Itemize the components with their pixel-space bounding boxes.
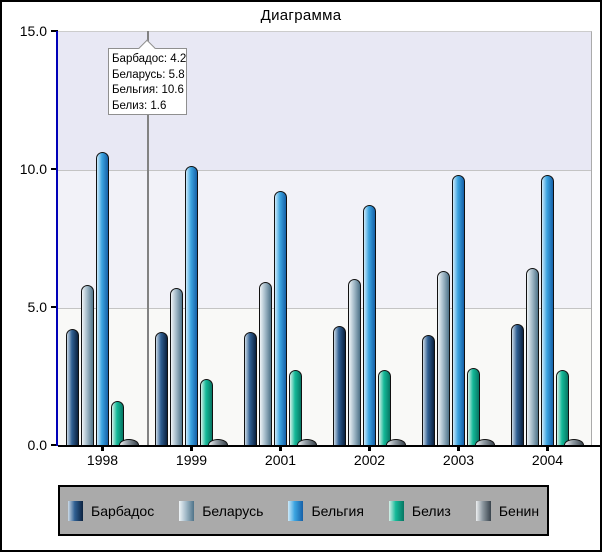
x-axis-tick (368, 445, 371, 451)
bar-Белиз-1998[interactable] (111, 401, 124, 445)
legend-swatch-icon (288, 500, 304, 521)
tooltip-line: Беларусь: 5.8 (112, 68, 185, 81)
x-axis-tick-label: 1999 (175, 452, 208, 468)
legend-label: Бенин (498, 502, 540, 519)
y-axis-line (56, 31, 58, 446)
bar-Бельгия-1999[interactable] (185, 166, 198, 445)
y-axis-tick (51, 30, 58, 32)
x-axis-tick-label: 2003 (442, 452, 475, 468)
y-axis-tick (51, 168, 58, 170)
bar-Белиз-1999[interactable] (200, 379, 213, 445)
chart-title: Диаграмма (260, 7, 342, 24)
y-axis-tick-label: 5.0 (27, 299, 47, 315)
legend-swatch-icon (179, 500, 195, 521)
bar-Барбадос-2004[interactable] (511, 324, 524, 445)
bar-Белиз-2001[interactable] (289, 370, 302, 445)
bar-Барбадос-2003[interactable] (422, 335, 435, 445)
legend-swatch-icon (475, 500, 491, 521)
legend-swatch-icon (388, 500, 404, 521)
plot-area (58, 31, 592, 446)
legend-entry-Белиз: Белиз (388, 500, 451, 521)
legend: Барбадос Беларусь Бельгия Белиз Бенин (58, 485, 549, 536)
bar-Беларусь-1999[interactable] (170, 288, 183, 445)
x-axis-tick-label: 2001 (264, 452, 297, 468)
tooltip: Барбадос: 4.2 Беларусь: 5.8 Бельгия: 10.6 Б… (108, 39, 187, 115)
x-axis-tick (279, 445, 282, 451)
bar-Бельгия-2004[interactable] (541, 175, 554, 445)
legend-swatch-icon (68, 500, 83, 521)
bar-Беларусь-2004[interactable] (526, 268, 539, 445)
tooltip-line: Бельгия: 10.6 (112, 84, 184, 96)
plot-band (58, 170, 591, 308)
bar-Бельгия-1998[interactable] (96, 152, 109, 445)
bar-Беларусь-2002[interactable] (348, 279, 361, 445)
gridline (58, 308, 591, 309)
x-axis-tick (457, 445, 460, 451)
plot-band (58, 308, 591, 446)
x-axis-tick (546, 445, 549, 451)
bar-Белиз-2004[interactable] (556, 370, 569, 445)
legend-entry-Беларусь: Беларусь (179, 500, 264, 521)
legend-entry-Барбадос: Барбадос (68, 500, 155, 521)
gridline (58, 170, 591, 171)
bar-Беларусь-2003[interactable] (437, 271, 450, 445)
x-axis-tick-label: 1998 (86, 452, 119, 468)
legend-label: Бельгия (311, 502, 364, 519)
y-axis-tick (51, 444, 58, 446)
legend-entry-Бенин: Бенин (475, 500, 540, 521)
bar-Белиз-2003[interactable] (467, 368, 480, 445)
bar-Барбадос-2001[interactable] (244, 332, 257, 445)
x-axis-tick-label: 2002 (353, 452, 386, 468)
y-axis-tick-label: 0.0 (27, 437, 47, 453)
x-axis-tick (101, 445, 104, 451)
legend-label: Белиз (411, 502, 451, 519)
y-axis-tick-label: 15.0 (19, 23, 47, 39)
crosshair-marker-line (147, 31, 149, 445)
legend-label: Барбадос (91, 502, 155, 519)
x-axis-tick (190, 445, 193, 451)
x-axis-tick-label: 2004 (531, 452, 564, 468)
y-axis-tick-label: 10.0 (19, 161, 47, 177)
bar-Белиз-2002[interactable] (378, 370, 391, 445)
legend-entry-Бельгия: Бельгия (288, 500, 364, 521)
bar-Бельгия-2003[interactable] (452, 175, 465, 445)
bar-Беларусь-1998[interactable] (81, 285, 94, 445)
legend-label: Беларусь (202, 502, 264, 519)
tooltip-line: Белиз: 1.6 (112, 99, 167, 112)
bar-Барбадос-2002[interactable] (333, 326, 346, 445)
bar-Барбадос-1999[interactable] (155, 332, 168, 445)
bar-Бельгия-2002[interactable] (363, 205, 376, 445)
bar-Барбадос-1998[interactable] (66, 329, 79, 445)
x-axis-line (58, 445, 600, 447)
y-axis-tick (51, 306, 58, 308)
bar-Беларусь-2001[interactable] (259, 282, 272, 445)
tooltip-line: Барбадос: 4.2 (112, 53, 187, 65)
bar-Бельгия-2001[interactable] (274, 191, 287, 445)
